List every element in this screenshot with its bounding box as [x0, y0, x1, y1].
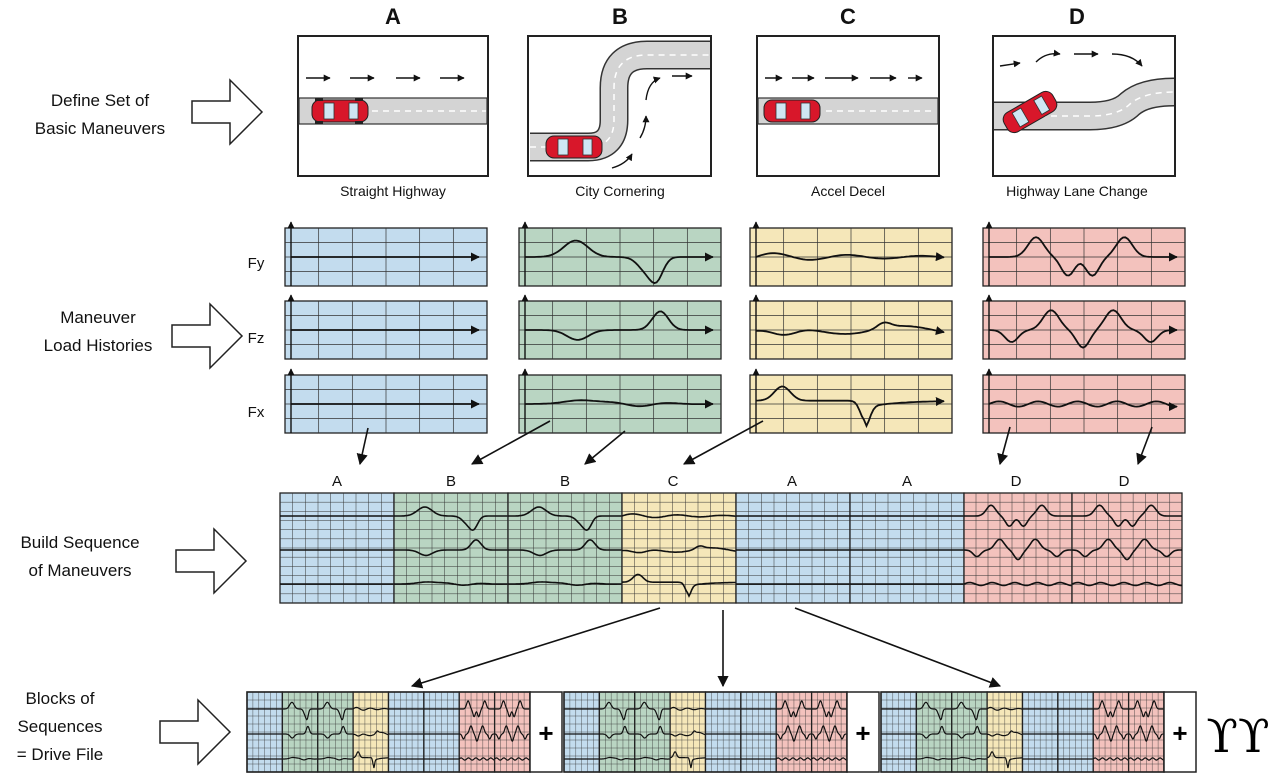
load-trace	[988, 400, 1178, 412]
load-history-grid-d-fx	[982, 368, 1186, 434]
load-history-grid-c-fz	[749, 294, 953, 360]
hollow-arrow-blocks	[159, 698, 232, 766]
row-label-histories-line2: Load Histories	[44, 336, 153, 355]
row-label-blocks-line3: = Drive File	[17, 745, 103, 764]
sequence-block	[563, 691, 848, 773]
load-history-grid-d-fy	[982, 221, 1186, 287]
load-trace	[988, 309, 1178, 349]
motion-arrows	[611, 72, 693, 169]
sequence-label: B	[446, 473, 456, 490]
car-icon	[545, 135, 603, 159]
load-trace	[525, 399, 714, 409]
sequence-block	[246, 691, 531, 773]
plus-sign: +	[1172, 718, 1187, 748]
maneuver-sequence-strip	[279, 492, 1183, 604]
load-history-grid-b-fy	[518, 221, 722, 287]
maneuver-caption-d: Highway Lane Change	[1006, 183, 1148, 199]
sequence-segment-c	[621, 492, 737, 604]
sequence-to-blocks-arrows	[410, 607, 1002, 689]
block-arrow-right	[794, 607, 1002, 688]
maneuver-caption-b: City Cornering	[575, 183, 664, 199]
maneuver-panel-d	[992, 35, 1176, 177]
plus-signs: + + +	[529, 691, 1197, 773]
maneuver-letter-b: B	[612, 4, 628, 29]
sequence-label: A	[902, 473, 912, 490]
load-trace	[755, 385, 945, 429]
maneuver-letter-a: A	[385, 4, 401, 29]
block-arrow-left	[410, 607, 661, 689]
connector-arrow-a	[356, 427, 369, 466]
connector-arrow-b1	[471, 420, 551, 465]
plus-sign: +	[538, 718, 553, 748]
connector-arrow-b2	[584, 430, 626, 465]
maneuver-panel-b	[527, 35, 712, 177]
maneuver-caption-c: Accel Decel	[811, 183, 885, 199]
row-label-define-line1: Define Set of	[51, 91, 150, 110]
sequence-label: D	[1011, 473, 1022, 490]
sequence-label: A	[332, 473, 342, 490]
row-label-blocks-line2: Sequences	[17, 717, 102, 736]
maneuver-letter-d: D	[1069, 4, 1085, 29]
load-trace	[755, 252, 945, 262]
row-label-blocks-line1: Blocks of	[26, 689, 95, 708]
sequence-labels: A B B C A A D D	[332, 473, 1130, 490]
maneuver-letter-c: C	[840, 4, 856, 29]
sequence-segment-a	[279, 492, 395, 604]
force-label-fy: Fy	[248, 255, 265, 272]
sequence-label: D	[1119, 473, 1130, 490]
row-label-histories: Maneuver Load Histories	[44, 308, 153, 355]
load-trace	[989, 236, 1178, 277]
load-history-grid-b-fz	[518, 294, 722, 360]
sequence-segment-a	[849, 492, 965, 604]
sequence-segment-d	[1071, 492, 1183, 604]
row-label-blocks: Blocks of Sequences = Drive File	[17, 689, 103, 764]
load-trace	[525, 310, 714, 341]
load-history-grid-a-fy	[284, 221, 488, 287]
car-icon	[311, 98, 369, 124]
car-icon	[1002, 90, 1058, 134]
sequence-segment-a	[735, 492, 851, 604]
hollow-arrow-sequence	[175, 527, 248, 595]
sequence-label: B	[560, 473, 570, 490]
sequence-block	[880, 691, 1165, 773]
connector-arrow-c	[683, 420, 764, 465]
row-label-sequence: Build Sequence of Maneuvers	[20, 533, 139, 580]
plus-sign: +	[855, 718, 870, 748]
hollow-arrow-define	[191, 78, 264, 146]
car-icon	[763, 99, 821, 123]
load-histories	[284, 221, 1186, 434]
repeat-symbol: ϒϒ	[1206, 709, 1269, 763]
force-label-fz: Fz	[248, 330, 265, 347]
load-trace	[525, 239, 714, 285]
load-trace	[755, 321, 945, 336]
row-label-define: Define Set of Basic Maneuvers	[35, 91, 165, 138]
maneuver-panel-c	[756, 35, 940, 177]
load-history-grid-d-fz	[982, 294, 1186, 360]
sequence-label: A	[787, 473, 797, 490]
load-history-grid-c-fy	[749, 221, 953, 287]
force-label-fx: Fx	[248, 404, 265, 421]
drive-file-blocks	[246, 691, 1165, 773]
sequence-segment-d	[963, 492, 1073, 604]
maneuver-caption-a: Straight Highway	[340, 183, 446, 199]
motion-arrows	[999, 49, 1143, 68]
maneuver-panel-a	[297, 35, 489, 177]
load-history-grid-b-fx	[518, 368, 722, 434]
sequence-label: C	[668, 473, 679, 490]
load-history-grid-a-fz	[284, 294, 488, 360]
row-label-sequence-line1: Build Sequence	[20, 533, 139, 552]
sequence-segment-b	[393, 492, 509, 604]
row-label-define-line2: Basic Maneuvers	[35, 119, 165, 138]
connector-arrow-d1	[997, 426, 1011, 466]
hollow-arrow-histories	[171, 302, 244, 370]
sequence-segment-b	[507, 492, 623, 604]
row-label-histories-line1: Maneuver	[60, 308, 136, 327]
load-history-grid-a-fx	[284, 368, 488, 434]
history-to-sequence-arrows	[356, 420, 1153, 466]
connector-arrow-d2	[1136, 426, 1153, 466]
row-label-sequence-line2: of Maneuvers	[29, 561, 132, 580]
load-history-grid-c-fx	[749, 368, 953, 434]
